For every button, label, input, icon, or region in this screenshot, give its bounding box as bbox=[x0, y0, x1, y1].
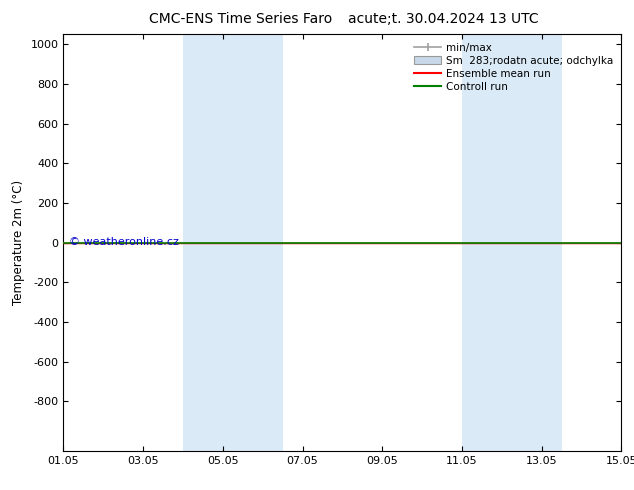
Legend: min/max, Sm  283;rodatn acute; odchylka, Ensemble mean run, Controll run: min/max, Sm 283;rodatn acute; odchylka, … bbox=[411, 40, 616, 95]
Y-axis label: Temperature 2m (°C): Temperature 2m (°C) bbox=[12, 180, 25, 305]
Text: acute;t. 30.04.2024 13 UTC: acute;t. 30.04.2024 13 UTC bbox=[349, 12, 539, 26]
Text: CMC-ENS Time Series Faro: CMC-ENS Time Series Faro bbox=[149, 12, 333, 26]
Bar bbox=[462, 34, 562, 451]
Bar bbox=[183, 34, 283, 451]
Text: © weatheronline.cz: © weatheronline.cz bbox=[69, 237, 179, 246]
